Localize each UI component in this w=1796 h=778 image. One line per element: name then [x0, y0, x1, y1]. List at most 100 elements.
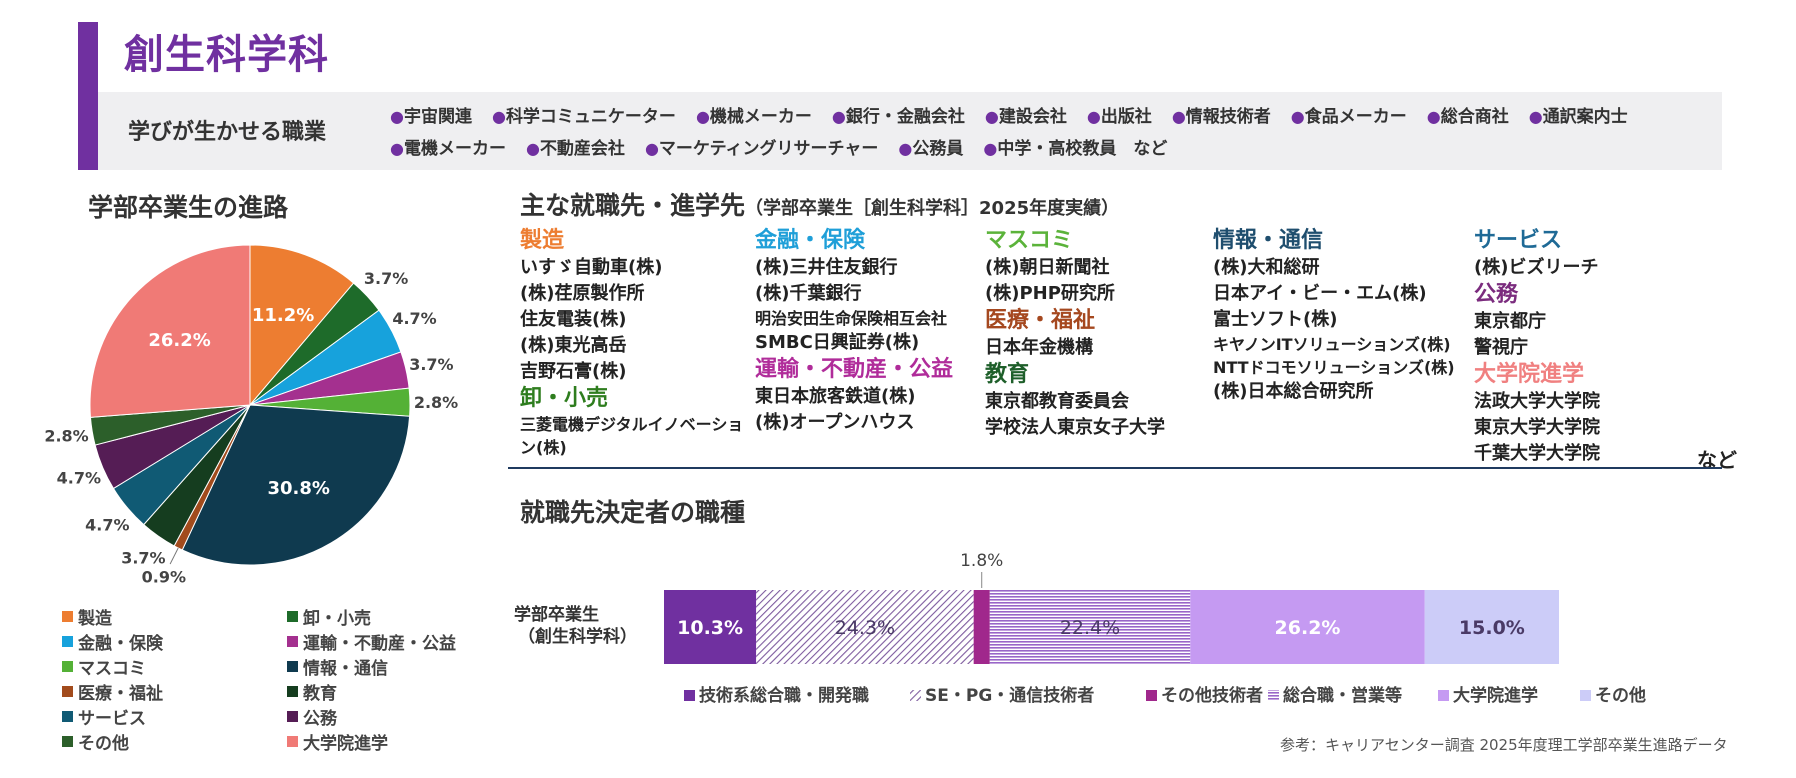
pie-chart: 11.2%3.7%4.7%3.7%2.8%30.8%0.9%3.7%4.7%4.…	[44, 244, 458, 587]
employer-name: 富士ソフト(株)	[1213, 309, 1338, 330]
employer-name: (株)荏原製作所	[520, 283, 645, 304]
pie-value-label: 0.9%	[142, 568, 186, 587]
bullet-icon: ●	[898, 139, 913, 158]
pie-value-label: 11.2%	[252, 305, 314, 326]
employer-name: 東日本旅客鉄道(株)	[755, 386, 916, 407]
bar-segment	[756, 590, 974, 664]
career-label: 総合商社	[1440, 107, 1509, 127]
legend-item: 製造	[62, 604, 112, 629]
bar-legend-label: その他	[1595, 685, 1646, 706]
bar-legend-label: 大学院進学	[1453, 685, 1538, 706]
employer-category: 大学院進学	[1474, 362, 1585, 387]
employer-name: SMBC日興証券(株)	[755, 332, 920, 353]
legend-item: マスコミ	[62, 654, 146, 679]
career-label: 銀行・金融会社	[845, 107, 965, 127]
pie-slice	[89, 244, 251, 418]
career-label: 出版社	[1100, 107, 1152, 127]
pie-value-label: 2.8%	[414, 393, 458, 412]
employer-name: 日本アイ・ビー・エム(株)	[1213, 283, 1427, 304]
employer-category: 情報・通信	[1213, 228, 1324, 253]
career-label: 不動産会社	[539, 139, 625, 159]
career-label: 電機メーカー	[403, 139, 506, 159]
pie-value-label: 4.7%	[85, 515, 129, 534]
legend-swatch	[287, 711, 298, 722]
employer-column: サービス (株)ビズリーチ 公務 東京都庁 警視庁 大学院進学 法政大学大学院 東京大学大学院…	[1474, 227, 1714, 467]
employer-category: 医療・福祉	[985, 308, 1096, 333]
legend-item: サービス	[62, 704, 146, 729]
employer-name: (株)ビズリーチ	[1474, 257, 1599, 278]
employer-name: (株)朝日新聞社	[985, 257, 1110, 278]
career-item: ●建設会社	[985, 101, 1067, 133]
source-note: 参考：キャリアセンター調査 2025年度理工学部卒業生進路データ	[1280, 736, 1728, 754]
bullet-icon: ●	[1528, 107, 1543, 126]
employer-name: 吉野石膏(株)	[520, 361, 627, 382]
bullet-icon: ●	[390, 107, 404, 126]
bar-legend-swatch	[1146, 690, 1157, 701]
legend-item: その他	[62, 729, 129, 754]
bar-segment	[973, 590, 990, 664]
legend-label: 公務	[303, 709, 337, 729]
employer-name: 学校法人東京女子大学	[985, 417, 1165, 438]
employer-name: (株)日本総合研究所	[1213, 381, 1374, 402]
careers-list: ●宇宙関連 ●科学コミュニケーター ●機械メーカー ●銀行・金融会社 ●建設会社 ●出版社…	[390, 101, 1710, 165]
legend-swatch	[62, 686, 73, 697]
careers-panel: 学びが生かせる職業 ●宇宙関連 ●科学コミュニケーター ●機械メーカー ●銀行・金融会…	[98, 92, 1722, 170]
employer-name: 東京大学大学院	[1474, 417, 1600, 438]
career-label: 通訳案内士	[1542, 107, 1628, 127]
employers-title: 主な就職先・進学先	[520, 191, 746, 220]
bar-legend-label: SE・PG・通信技術者	[925, 685, 1094, 706]
employer-category: 卸・小売	[520, 386, 609, 411]
pie-value-label: 4.7%	[57, 469, 101, 488]
legend-label: 大学院進学	[303, 734, 388, 754]
section-divider	[508, 467, 1722, 469]
bar-segment	[664, 590, 757, 664]
employers-subtitle: （学部卒業生［創生科学科］2025年度実績）	[745, 198, 1120, 219]
career-item: ●不動産会社	[526, 133, 625, 165]
employer-name: (株)PHP研究所	[985, 283, 1115, 304]
employers-title-block: 主な就職先・進学先（学部卒業生［創生科学科］2025年度実績）	[520, 186, 1119, 222]
pie-value-label: 4.7%	[392, 309, 436, 328]
legend-item: 教育	[287, 679, 337, 704]
employer-name: (株)大和総研	[1213, 257, 1320, 278]
bar-legend-swatch	[910, 690, 921, 701]
legend-swatch	[62, 711, 73, 722]
employer-name: 東京都庁	[1474, 311, 1546, 332]
bar-legend-swatch	[1268, 690, 1279, 701]
pie-value-label: 3.7%	[121, 548, 165, 567]
bar-value-label: 26.2%	[1275, 617, 1341, 639]
employer-column: 製造 いすゞ自動車(株) (株)荏原製作所 住友電装(株) (株)東光高岳 吉野石膏(株)…	[520, 227, 750, 459]
legend-label: 運輸・不動産・公益	[303, 634, 456, 654]
legend-swatch	[62, 636, 73, 647]
bar-value-label: 24.3%	[835, 617, 895, 639]
career-label: 公務員	[912, 139, 964, 159]
bullet-icon: ●	[1086, 107, 1101, 126]
legend-swatch	[62, 661, 73, 672]
bar-value-label: 10.3%	[677, 617, 743, 639]
career-item: ●出版社	[1087, 101, 1152, 133]
bar-segment	[989, 590, 1191, 664]
legend-item: 卸・小売	[287, 604, 371, 629]
bullet-icon: ●	[831, 107, 846, 126]
career-item: ●銀行・金融会社	[832, 101, 965, 133]
pie-leader-line	[169, 547, 179, 565]
employer-name: 法政大学大学院	[1474, 391, 1600, 412]
legend-label: サービス	[78, 709, 146, 729]
career-item: ●科学コミュニケーター	[492, 101, 676, 133]
legend-label: 情報・通信	[303, 659, 388, 679]
legend-label: 教育	[303, 684, 337, 704]
legend-swatch	[287, 611, 298, 622]
legend-label: その他	[78, 734, 129, 754]
career-item: ●機械メーカー	[696, 101, 812, 133]
bar-legend-swatch	[1438, 690, 1449, 701]
header-accent-bar	[78, 22, 98, 170]
bullet-icon: ●	[491, 107, 506, 126]
bullet-icon: ●	[1290, 107, 1305, 126]
occupation-title: 就職先決定者の職種	[520, 498, 746, 527]
legend-item: 公務	[287, 704, 337, 729]
bullet-icon: ●	[983, 139, 998, 158]
employer-name: いすゞ自動車(株)	[520, 257, 663, 278]
employer-category: 教育	[985, 362, 1030, 387]
bar-legend-label: 総合職・営業等	[1283, 685, 1402, 706]
employer-name: キヤノンITソリューションズ(株)	[1213, 335, 1451, 354]
legend-swatch	[62, 611, 73, 622]
